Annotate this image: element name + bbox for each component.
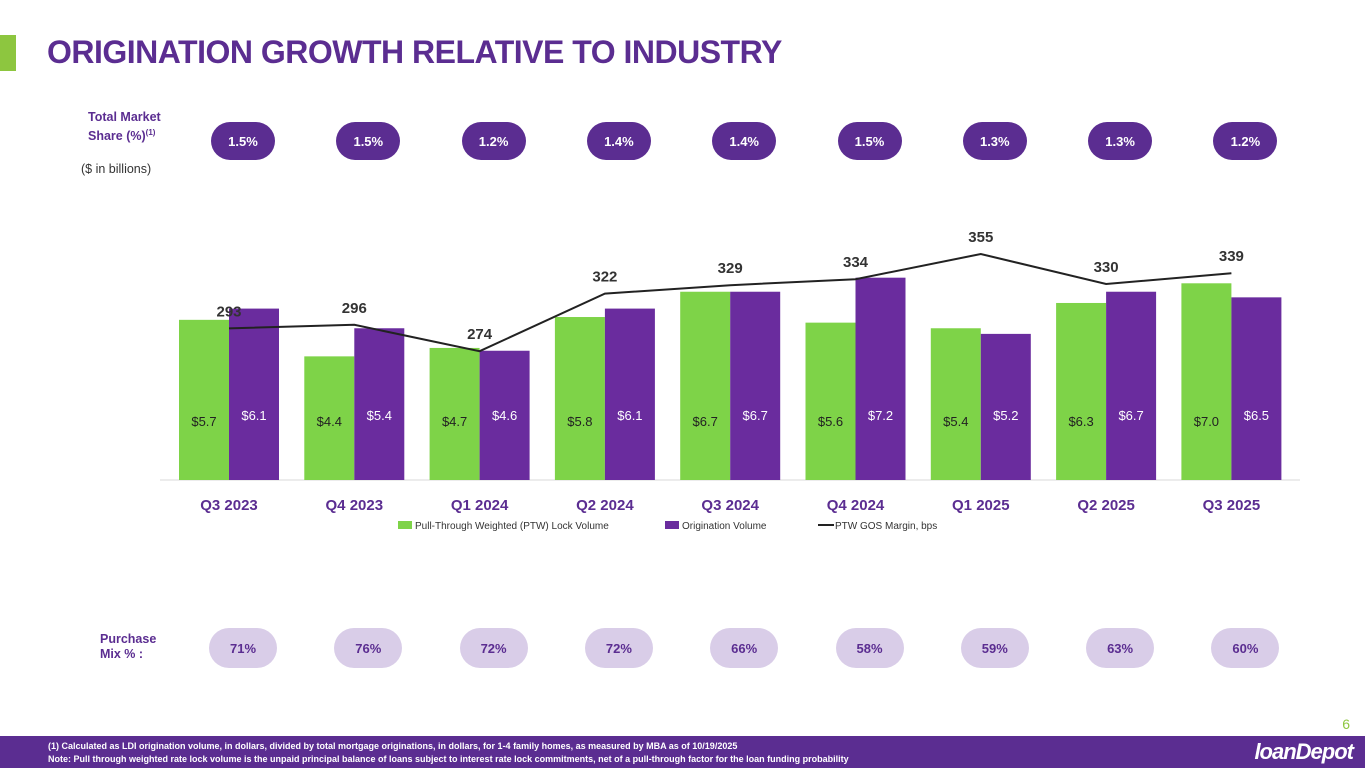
- origination-volume-label: $5.4: [367, 408, 392, 423]
- x-tick-label: Q1 2025: [952, 497, 1010, 514]
- purchase-mix-pill: 76%: [334, 628, 403, 668]
- market-share-pill: 1.3%: [1088, 122, 1153, 160]
- market-share-pill: 1.5%: [336, 122, 401, 160]
- lock-volume-label: $5.7: [191, 414, 216, 429]
- lock-volume-bar: [805, 322, 856, 480]
- gos-margin-label: 329: [718, 260, 743, 277]
- gos-margin-label: 296: [342, 300, 367, 317]
- legend-swatch: [665, 521, 679, 529]
- origination-volume-label: $6.7: [743, 408, 768, 423]
- purchase-mix-label: Purchase Mix % :: [100, 632, 157, 661]
- origination-volume-bar: [730, 291, 781, 480]
- x-tick-label: Q4 2023: [326, 497, 384, 514]
- market-share-pill: 1.2%: [1213, 122, 1278, 160]
- gos-margin-label: 355: [968, 229, 993, 246]
- title-accent-bar: [0, 35, 16, 71]
- footnote-note: Note: Pull through weighted rate lock vo…: [48, 754, 849, 764]
- x-tick-label: Q3 2023: [200, 497, 258, 514]
- x-tick-label: Q4 2024: [827, 497, 885, 514]
- market-share-label: Total Market Share (%)(1): [88, 110, 178, 144]
- x-tick-label: Q2 2025: [1077, 497, 1135, 514]
- footer-bar: (1) Calculated as LDI origination volume…: [0, 736, 1365, 768]
- legend-item-label: Pull-Through Weighted (PTW) Lock Volume: [415, 521, 609, 532]
- origination-volume-bar: [980, 333, 1031, 480]
- origination-volume-bar: [229, 308, 279, 480]
- market-share-pill: 1.4%: [586, 122, 651, 160]
- origination-volume-bar: [354, 328, 405, 480]
- legend-swatch: [398, 521, 412, 529]
- purchase-mix-pill: 72%: [584, 628, 653, 668]
- gos-margin-label: 330: [1094, 259, 1119, 276]
- lock-volume-bar: [554, 317, 605, 480]
- lock-volume-label: $6.3: [1068, 414, 1093, 429]
- lock-volume-bar: [429, 347, 480, 480]
- gos-margin-label: 322: [592, 269, 617, 286]
- page-number: 6: [1342, 716, 1350, 732]
- lock-volume-bar: [1056, 302, 1107, 480]
- lock-volume-label: $4.7: [442, 414, 467, 429]
- gos-margin-label: 274: [467, 326, 493, 343]
- gos-margin-label: 334: [843, 254, 869, 271]
- lock-volume-label: $6.7: [693, 414, 718, 429]
- gos-margin-label: 293: [216, 303, 241, 320]
- origination-volume-bar: [479, 350, 530, 480]
- x-tick-label: Q3 2025: [1203, 497, 1261, 514]
- lock-volume-label: $7.0: [1194, 414, 1219, 429]
- origination-volume-label: $5.2: [993, 408, 1018, 423]
- origination-chart: $5.7 $6.1 Q3 2023 $4.4 $5.4 Q4 2023 $4.7 $4.6 Q1…: [160, 229, 1300, 532]
- lock-volume-bar: [680, 291, 731, 480]
- lock-volume-label: $5.8: [567, 414, 592, 429]
- x-tick-label: Q3 2024: [701, 497, 759, 514]
- legend-item-label: Origination Volume: [682, 521, 767, 532]
- loandepot-logo: loanDepot: [1254, 739, 1354, 764]
- units-label: ($ in billions): [81, 162, 152, 176]
- origination-volume-label: $6.1: [241, 408, 266, 423]
- purchase-mix-pill: 59%: [960, 628, 1029, 668]
- market-share-pill: 1.2%: [461, 122, 526, 160]
- origination-volume-bar: [1231, 297, 1282, 480]
- origination-volume-label: $7.2: [868, 408, 893, 423]
- origination-volume-label: $6.5: [1244, 408, 1269, 423]
- market-share-pill: 1.5%: [837, 122, 902, 160]
- legend-item-label: PTW GOS Margin, bps: [835, 521, 937, 532]
- x-tick-label: Q1 2024: [451, 497, 509, 514]
- purchase-mix-pill: 63%: [1086, 628, 1155, 668]
- market-share-pill: 1.5%: [211, 122, 275, 160]
- purchase-mix-pill: 72%: [459, 628, 528, 668]
- origination-volume-bar: [604, 308, 655, 480]
- lock-volume-bar: [930, 328, 981, 480]
- lock-volume-bar: [304, 356, 355, 480]
- footnote-marker: (1): [145, 128, 156, 137]
- lock-volume-bar: [1181, 283, 1232, 480]
- origination-volume-bar: [855, 277, 906, 480]
- gos-margin-label: 339: [1219, 248, 1244, 265]
- gos-margin-line: [228, 252, 1232, 353]
- purchase-mix-pill: 66%: [710, 628, 779, 668]
- purchase-mix-pill: 58%: [835, 628, 904, 668]
- origination-volume-label: $4.6: [492, 408, 517, 423]
- page-title: ORIGINATION GROWTH RELATIVE TO INDUSTRY: [47, 34, 782, 70]
- lock-volume-label: $5.6: [818, 414, 843, 429]
- lock-volume-label: $5.4: [943, 414, 968, 429]
- market-share-pill: 1.4%: [712, 122, 777, 160]
- lock-volume-label: $4.4: [317, 414, 342, 429]
- origination-volume-label: $6.7: [1118, 408, 1143, 423]
- x-tick-label: Q2 2024: [576, 497, 634, 514]
- origination-volume-label: $6.1: [617, 408, 642, 423]
- origination-volume-bar: [1106, 291, 1157, 480]
- market-share-pill: 1.3%: [962, 122, 1027, 160]
- purchase-mix-pill: 60%: [1211, 628, 1280, 668]
- footnote-1: (1) Calculated as LDI origination volume…: [48, 741, 738, 751]
- purchase-mix-pill: 71%: [209, 628, 277, 668]
- lock-volume-bar: [179, 319, 229, 480]
- market-share-label-text: Total Market Share (%): [88, 110, 161, 144]
